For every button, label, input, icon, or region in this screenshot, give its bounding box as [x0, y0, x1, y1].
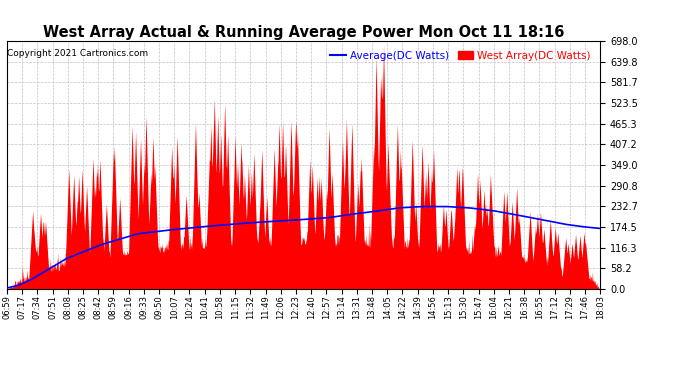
Legend: Average(DC Watts), West Array(DC Watts): Average(DC Watts), West Array(DC Watts): [326, 46, 595, 65]
Text: Copyright 2021 Cartronics.com: Copyright 2021 Cartronics.com: [8, 49, 148, 58]
Title: West Array Actual & Running Average Power Mon Oct 11 18:16: West Array Actual & Running Average Powe…: [43, 25, 564, 40]
